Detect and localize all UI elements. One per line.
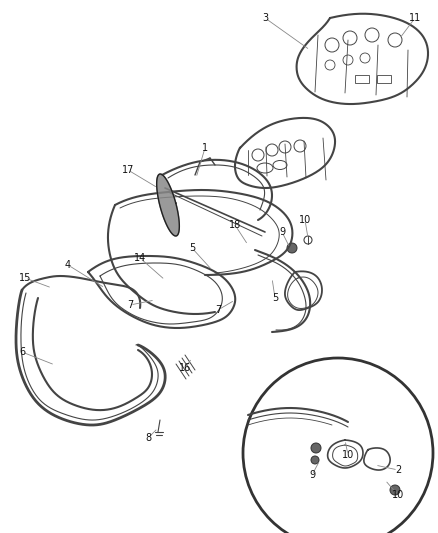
Text: 9: 9 bbox=[309, 470, 315, 480]
Text: 4: 4 bbox=[65, 260, 71, 270]
Circle shape bbox=[311, 443, 321, 453]
Polygon shape bbox=[157, 174, 179, 236]
Circle shape bbox=[311, 456, 319, 464]
Text: 18: 18 bbox=[229, 220, 241, 230]
Text: 2: 2 bbox=[395, 465, 401, 475]
Text: 10: 10 bbox=[392, 490, 404, 500]
Text: 9: 9 bbox=[279, 227, 285, 237]
Text: 1: 1 bbox=[202, 143, 208, 153]
Text: 10: 10 bbox=[299, 215, 311, 225]
Text: 16: 16 bbox=[179, 363, 191, 373]
Text: 3: 3 bbox=[262, 13, 268, 23]
Text: 6: 6 bbox=[19, 347, 25, 357]
Text: 5: 5 bbox=[272, 293, 278, 303]
Circle shape bbox=[287, 243, 297, 253]
Text: 11: 11 bbox=[409, 13, 421, 23]
Text: 5: 5 bbox=[189, 243, 195, 253]
Text: 17: 17 bbox=[122, 165, 134, 175]
Text: 14: 14 bbox=[134, 253, 146, 263]
Text: 7: 7 bbox=[215, 305, 221, 315]
Text: 7: 7 bbox=[127, 300, 133, 310]
Text: 10: 10 bbox=[342, 450, 354, 460]
Text: 15: 15 bbox=[19, 273, 31, 283]
Circle shape bbox=[390, 485, 400, 495]
Text: 8: 8 bbox=[145, 433, 151, 443]
